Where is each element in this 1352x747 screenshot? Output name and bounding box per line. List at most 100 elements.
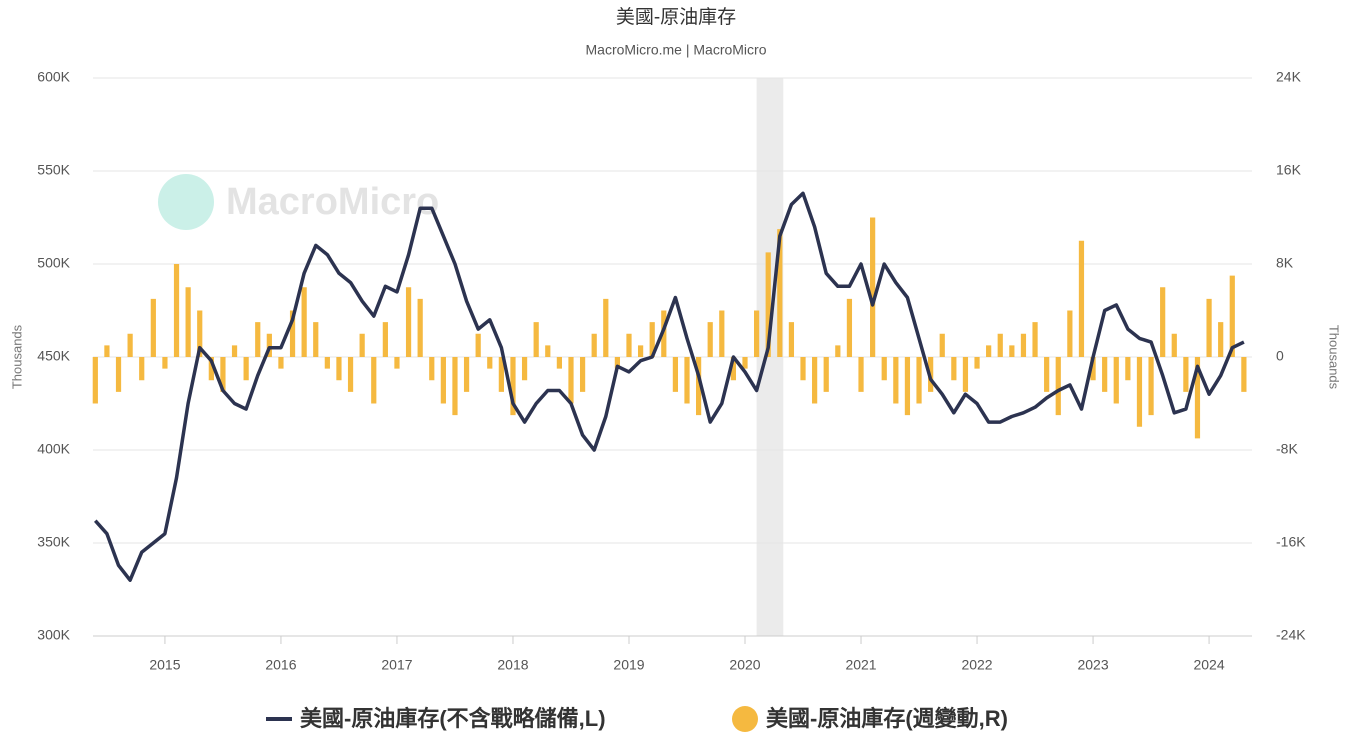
bar xyxy=(614,357,621,369)
bar xyxy=(301,287,307,357)
bar xyxy=(916,357,922,404)
bar xyxy=(591,333,597,357)
bar xyxy=(579,357,586,392)
y-tick-label: 450K xyxy=(37,348,70,364)
bar xyxy=(730,357,737,381)
bar xyxy=(556,357,562,369)
watermark-logo xyxy=(158,174,214,230)
bar xyxy=(742,357,748,369)
chart-subtitle: MacroMicro.me | MacroMicro xyxy=(586,42,767,58)
bar xyxy=(1113,357,1119,404)
bar xyxy=(1148,357,1154,416)
y-tick-label: 300K xyxy=(37,627,70,643)
bar xyxy=(429,357,435,381)
bar xyxy=(405,287,412,357)
bar xyxy=(788,322,795,357)
bar xyxy=(684,357,690,404)
bar xyxy=(243,357,249,381)
bar xyxy=(463,357,470,392)
bar xyxy=(359,333,365,357)
bar xyxy=(498,357,504,392)
bar xyxy=(127,333,133,357)
bar xyxy=(139,357,145,381)
bar xyxy=(904,357,911,416)
y-tick-label: 350K xyxy=(37,534,70,550)
y-tick-label: 500K xyxy=(37,255,70,271)
watermark: MacroMicro xyxy=(226,181,439,223)
x-tick-label: 2019 xyxy=(613,657,644,673)
bar xyxy=(452,357,458,416)
y-tick-label: 550K xyxy=(37,162,70,178)
bar xyxy=(255,322,261,357)
bar xyxy=(487,357,493,369)
bar xyxy=(997,333,1003,357)
bar xyxy=(800,357,806,381)
bar xyxy=(173,264,180,357)
bar xyxy=(394,357,400,369)
bar xyxy=(382,322,388,357)
bar xyxy=(1044,357,1050,392)
bar xyxy=(881,357,887,381)
legend-swatch xyxy=(732,706,758,732)
bar xyxy=(1183,357,1189,392)
bar xyxy=(707,322,713,357)
bar xyxy=(835,345,841,357)
bar xyxy=(754,310,760,357)
bar xyxy=(1125,357,1131,381)
bar xyxy=(1160,287,1166,357)
bar xyxy=(1055,357,1061,416)
bar xyxy=(1171,333,1177,357)
bar xyxy=(545,345,551,357)
bar xyxy=(371,357,377,404)
bar xyxy=(162,357,168,369)
bar xyxy=(858,357,864,392)
bar xyxy=(1194,357,1201,439)
y2-axis-label: Thousands xyxy=(1327,325,1342,390)
bar xyxy=(115,357,122,392)
bar xyxy=(695,357,702,416)
bar xyxy=(637,345,644,357)
bar xyxy=(510,357,516,416)
chart-title: 美國-原油庫存 xyxy=(616,6,736,28)
legend-label: 美國-原油庫存(週變動,R) xyxy=(766,706,1008,731)
bar xyxy=(649,322,655,357)
bar xyxy=(104,345,110,357)
legend-label: 美國-原油庫存(不含戰略儲備,L) xyxy=(300,706,606,731)
bar xyxy=(324,357,330,369)
bar xyxy=(266,333,272,357)
bar xyxy=(1218,322,1224,357)
y2-tick-label: -8K xyxy=(1276,441,1298,457)
bar xyxy=(336,357,342,381)
x-tick-label: 2016 xyxy=(265,657,296,673)
bar xyxy=(672,357,679,392)
x-tick-label: 2015 xyxy=(149,657,180,673)
y2-tick-label: 8K xyxy=(1276,255,1294,271)
x-tick-label: 2024 xyxy=(1193,657,1224,673)
bar xyxy=(231,345,238,357)
bar xyxy=(92,357,98,404)
bar xyxy=(1102,357,1108,392)
bar xyxy=(893,357,899,404)
bar xyxy=(1241,357,1247,392)
bar xyxy=(1206,298,1212,357)
bar xyxy=(347,357,354,392)
bar xyxy=(1067,310,1073,357)
bar xyxy=(150,298,156,357)
bar xyxy=(812,357,818,404)
bar xyxy=(939,333,945,357)
bar xyxy=(417,298,423,357)
x-tick-label: 2017 xyxy=(381,657,412,673)
bar xyxy=(603,298,609,357)
bar xyxy=(823,357,829,392)
y-axis-label: Thousands xyxy=(9,324,24,389)
bar xyxy=(986,345,992,357)
bar xyxy=(719,310,725,357)
x-tick-label: 2021 xyxy=(845,657,876,673)
bar xyxy=(870,217,876,357)
bar xyxy=(185,287,191,357)
bar xyxy=(777,229,783,357)
bar xyxy=(1136,357,1143,427)
bar xyxy=(278,357,284,369)
x-tick-label: 2020 xyxy=(729,657,760,673)
